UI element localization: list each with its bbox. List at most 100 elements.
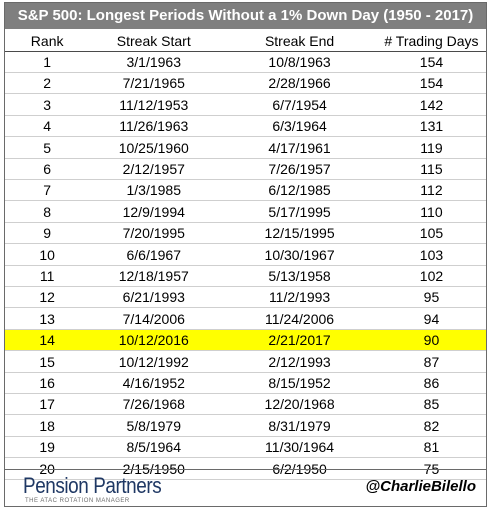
table-row: 17 7/26/1968 12/20/1968 85 (5, 394, 486, 416)
cell-rank: 16 (39, 375, 55, 391)
cell-trading-days: 119 (420, 139, 443, 156)
cell-streak-end: 11/2/1993 (268, 289, 331, 306)
cell-streak-start: 8/5/1964 (126, 439, 182, 456)
cell-streak-start: 3/1/1963 (126, 54, 182, 70)
cell-rank: 5 (43, 139, 52, 156)
cell-streak-start: 1/3/1985 (126, 182, 182, 199)
cell-rank: 17 (39, 396, 55, 413)
cell-streak-start: 10/25/1960 (118, 139, 189, 156)
table-row: 15 10/12/1992 2/12/1993 87 (5, 352, 486, 373)
cell-streak-start: 11/12/1953 (119, 96, 189, 113)
cell-rank: 14 (39, 332, 55, 349)
cell-trading-days: 131 (419, 118, 444, 135)
cell-streak-start: 2/15/1950 (122, 460, 185, 477)
cell-streak-start: 7/21/1965 (122, 75, 185, 92)
cell-streak-start: 6/6/1967 (126, 246, 182, 263)
table-frame: S&P 500: Longest Periods Without a 1% Do… (4, 2, 487, 507)
cell-rank: 9 (43, 225, 52, 242)
table-row: 1 3/1/1963 10/8/1963 154 (5, 52, 486, 73)
cell-rank: 10 (39, 246, 55, 263)
cell-streak-end: 5/13/1958 (268, 268, 331, 284)
cell-rank: 12 (39, 289, 55, 306)
cell-streak-start: 12/9/1994 (122, 203, 185, 220)
cell-trading-days: 154 (419, 54, 444, 70)
cell-rank: 2 (43, 75, 52, 92)
table-row: 3 11/12/1953 6/7/1954 142 (5, 95, 486, 116)
cell-rank: 13 (39, 310, 55, 327)
cell-streak-start: 10/12/2016 (118, 332, 189, 349)
cell-streak-start: 2/12/1957 (122, 161, 185, 177)
cell-rank: 20 (39, 460, 55, 477)
header-trading-days: # Trading Days (384, 32, 479, 49)
cell-trading-days: 103 (419, 246, 444, 263)
cell-streak-end: 7/26/1957 (268, 161, 331, 177)
header-streak-start: Streak Start (116, 32, 191, 49)
cell-trading-days: 81 (423, 439, 440, 456)
cell-trading-days: 154 (419, 75, 444, 92)
cell-rank: 1 (43, 54, 52, 70)
cell-trading-days: 85 (423, 396, 440, 413)
cell-streak-end: 8/15/1952 (268, 375, 331, 391)
table-row: 14 10/12/2016 2/21/2017 90 (5, 330, 486, 352)
author-handle: @CharlieBilello (365, 478, 477, 495)
table-row: 8 12/9/1994 5/17/1995 110 (5, 202, 486, 223)
table-row: 12 6/21/1993 11/2/1993 95 (5, 287, 486, 309)
cell-streak-end: 6/3/1964 (272, 118, 327, 135)
table-row: 13 7/14/2006 11/24/2006 94 (5, 309, 486, 330)
cell-rank: 8 (43, 203, 52, 220)
cell-rank: 19 (39, 439, 55, 456)
cell-trading-days: 95 (423, 289, 440, 306)
table-row: 19 8/5/1964 11/30/1964 81 (5, 437, 486, 459)
cell-streak-start: 10/12/1992 (118, 353, 189, 370)
cell-streak-start: 5/8/1979 (126, 417, 182, 434)
table-row: 6 2/12/1957 7/26/1957 115 (5, 159, 486, 180)
cell-streak-end: 11/30/1964 (265, 439, 335, 456)
cell-streak-start: 7/20/1995 (122, 225, 185, 242)
cell-streak-end: 10/8/1963 (268, 54, 331, 70)
cell-streak-end: 12/15/1995 (264, 225, 335, 242)
cell-streak-end: 8/31/1979 (268, 417, 331, 434)
cell-streak-end: 6/12/1985 (268, 182, 331, 199)
cell-streak-end: 10/30/1967 (264, 246, 335, 263)
cell-rank: 15 (39, 353, 55, 370)
cell-rank: 11 (39, 268, 55, 284)
cell-trading-days: 87 (423, 353, 440, 370)
cell-trading-days: 82 (423, 417, 440, 434)
cell-trading-days: 94 (423, 310, 440, 327)
cell-rank: 6 (43, 161, 52, 177)
cell-trading-days: 75 (423, 460, 440, 477)
cell-trading-days: 110 (420, 203, 443, 220)
cell-streak-end: 4/17/1961 (268, 139, 331, 156)
cell-streak-start: 7/26/1968 (122, 396, 185, 413)
cell-streak-start: 11/26/1963 (119, 118, 189, 135)
cell-rank: 3 (43, 96, 52, 113)
table-row: 5 10/25/1960 4/17/1961 119 (5, 138, 486, 159)
table-row: 7 1/3/1985 6/12/1985 112 (5, 180, 486, 202)
cell-trading-days: 142 (419, 96, 444, 113)
cell-streak-end: 2/12/1993 (268, 353, 331, 370)
cell-rank: 7 (43, 182, 52, 199)
cell-streak-end: 2/28/1966 (268, 75, 331, 92)
cell-trading-days: 90 (423, 332, 440, 349)
table-row: 9 7/20/1995 12/15/1995 105 (5, 223, 486, 245)
cell-streak-end: 6/7/1954 (272, 96, 327, 113)
cell-rank: 4 (43, 118, 52, 135)
table-row: 4 11/26/1963 6/3/1964 131 (5, 116, 486, 138)
cell-streak-start: 12/18/1957 (118, 268, 189, 284)
cell-trading-days: 115 (420, 161, 443, 177)
cell-rank: 18 (39, 417, 55, 434)
cell-trading-days: 102 (419, 268, 444, 284)
table-row: 10 6/6/1967 10/30/1967 103 (5, 245, 486, 266)
table-row: 20 2/15/1950 6/2/1950 75 (5, 459, 486, 480)
cell-streak-start: 4/16/1952 (122, 375, 185, 391)
table-title: S&P 500: Longest Periods Without a 1% Do… (5, 3, 486, 29)
cell-trading-days: 86 (423, 375, 440, 391)
cell-streak-end: 11/24/2006 (265, 310, 335, 327)
cell-trading-days: 112 (420, 182, 443, 199)
cell-streak-end: 2/21/2017 (268, 332, 331, 349)
table-row: 16 4/16/1952 8/15/1952 86 (5, 373, 486, 394)
table-row: 18 5/8/1979 8/31/1979 82 (5, 416, 486, 437)
logo-tagline: THE ATAC ROTATION MANAGER (25, 498, 130, 504)
cell-streak-start: 7/14/2006 (122, 310, 185, 327)
cell-streak-end: 6/2/1950 (272, 460, 327, 477)
